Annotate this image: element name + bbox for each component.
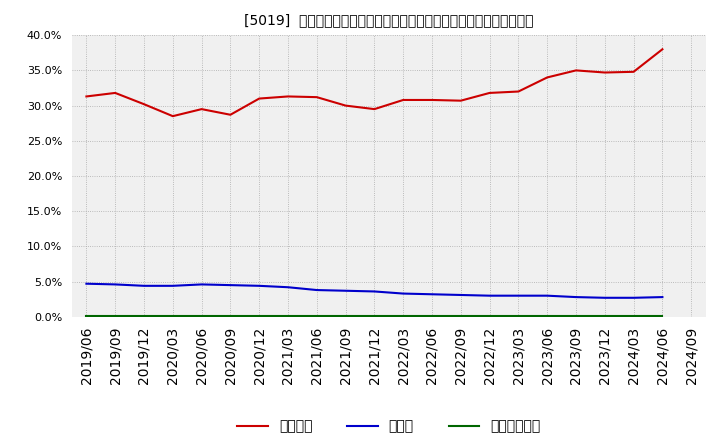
自己資本 bbox=[629, 69, 638, 74]
のれん bbox=[485, 293, 494, 298]
自己資本 bbox=[82, 94, 91, 99]
のれん bbox=[600, 295, 609, 301]
繰延税金資産 bbox=[658, 313, 667, 319]
自己資本 bbox=[543, 75, 552, 80]
のれん bbox=[572, 294, 580, 300]
繰延税金資産 bbox=[168, 313, 177, 319]
Line: のれん: のれん bbox=[86, 284, 662, 298]
自己資本 bbox=[341, 103, 350, 108]
繰延税金資産 bbox=[572, 313, 580, 319]
繰延税金資産 bbox=[428, 313, 436, 319]
自己資本 bbox=[312, 95, 321, 100]
自己資本 bbox=[284, 94, 292, 99]
自己資本 bbox=[399, 97, 408, 103]
のれん bbox=[456, 292, 465, 297]
Title: [5019]  自己資本、のれん、繰延税金資産の総資産に対する比率の推移: [5019] 自己資本、のれん、繰延税金資産の総資産に対する比率の推移 bbox=[244, 13, 534, 27]
繰延税金資産 bbox=[543, 313, 552, 319]
自己資本 bbox=[140, 102, 148, 107]
のれん bbox=[399, 291, 408, 296]
繰延税金資産 bbox=[399, 313, 408, 319]
自己資本 bbox=[370, 106, 379, 112]
自己資本 bbox=[226, 112, 235, 117]
自己資本 bbox=[428, 97, 436, 103]
のれん bbox=[82, 281, 91, 286]
繰延税金資産 bbox=[514, 313, 523, 319]
繰延税金資産 bbox=[226, 313, 235, 319]
自己資本 bbox=[600, 70, 609, 75]
Legend: 自己資本, のれん, 繰延税金資産: 自己資本, のれん, 繰延税金資産 bbox=[232, 414, 546, 439]
のれん bbox=[255, 283, 264, 289]
のれん bbox=[197, 282, 206, 287]
自己資本 bbox=[572, 68, 580, 73]
繰延税金資産 bbox=[629, 313, 638, 319]
自己資本 bbox=[514, 89, 523, 94]
繰延税金資産 bbox=[284, 313, 292, 319]
Line: 自己資本: 自己資本 bbox=[86, 49, 662, 116]
繰延税金資産 bbox=[370, 313, 379, 319]
のれん bbox=[140, 283, 148, 289]
のれん bbox=[658, 294, 667, 300]
繰延税金資産 bbox=[82, 313, 91, 319]
自己資本 bbox=[111, 90, 120, 95]
繰延税金資産 bbox=[140, 313, 148, 319]
自己資本 bbox=[197, 106, 206, 112]
のれん bbox=[341, 288, 350, 293]
のれん bbox=[168, 283, 177, 289]
自己資本 bbox=[456, 98, 465, 103]
のれん bbox=[312, 287, 321, 293]
のれん bbox=[428, 292, 436, 297]
繰延税金資産 bbox=[485, 313, 494, 319]
繰延税金資産 bbox=[111, 313, 120, 319]
のれん bbox=[514, 293, 523, 298]
繰延税金資産 bbox=[341, 313, 350, 319]
のれん bbox=[543, 293, 552, 298]
自己資本 bbox=[255, 96, 264, 101]
繰延税金資産 bbox=[255, 313, 264, 319]
繰延税金資産 bbox=[456, 313, 465, 319]
のれん bbox=[226, 282, 235, 288]
のれん bbox=[111, 282, 120, 287]
繰延税金資産 bbox=[600, 313, 609, 319]
自己資本 bbox=[168, 114, 177, 119]
自己資本 bbox=[658, 47, 667, 52]
のれん bbox=[629, 295, 638, 301]
繰延税金資産 bbox=[312, 313, 321, 319]
繰延税金資産 bbox=[197, 313, 206, 319]
自己資本 bbox=[485, 90, 494, 95]
のれん bbox=[370, 289, 379, 294]
のれん bbox=[284, 285, 292, 290]
